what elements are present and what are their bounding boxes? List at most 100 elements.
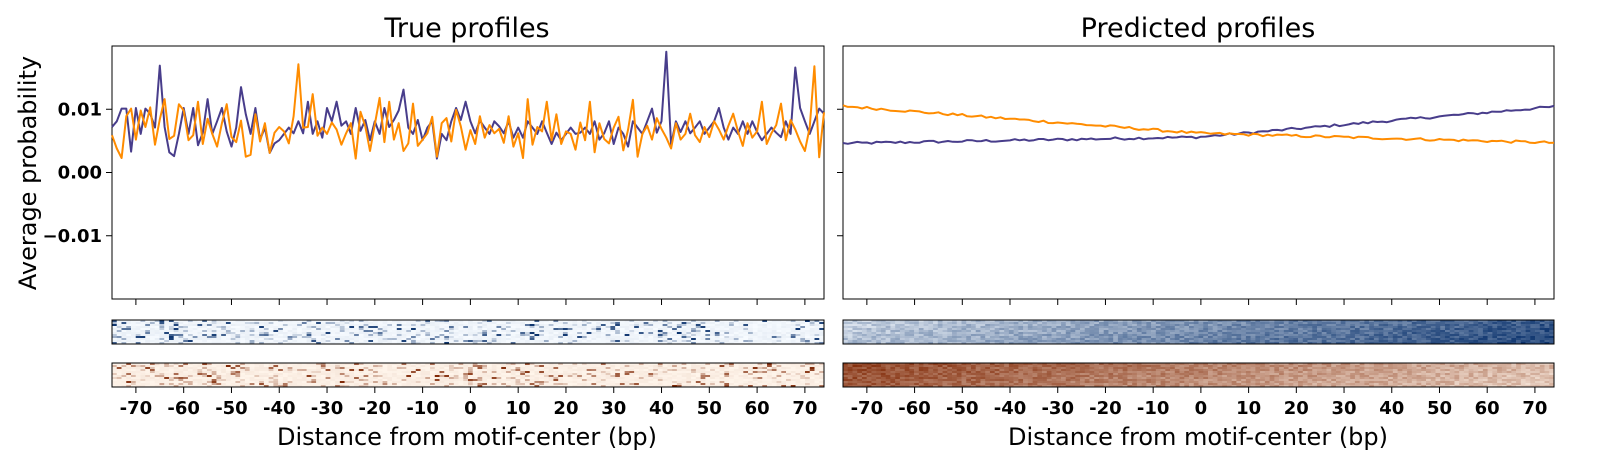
heatmap-cell bbox=[1549, 322, 1555, 325]
heatmap-cell bbox=[430, 367, 436, 370]
heatmap-cell bbox=[752, 336, 758, 339]
heatmap-cell bbox=[572, 373, 578, 376]
heatmap-cell bbox=[748, 369, 754, 372]
heatmap-cell bbox=[1184, 332, 1190, 335]
heatmap-cell bbox=[1539, 328, 1545, 331]
heatmap-cell bbox=[719, 371, 725, 374]
heatmap-cell bbox=[577, 340, 583, 343]
heatmap-cell bbox=[206, 375, 212, 378]
heatmap-cell bbox=[524, 328, 531, 331]
heatmap-cell bbox=[909, 334, 915, 337]
heatmap-cell bbox=[297, 338, 303, 341]
heatmap-cell bbox=[610, 375, 616, 378]
heatmap-cell bbox=[396, 342, 402, 345]
heatmap-cell bbox=[529, 385, 535, 388]
heatmap-cell bbox=[373, 367, 379, 370]
heatmap-cell bbox=[1236, 332, 1242, 335]
heatmap-cell bbox=[259, 334, 265, 337]
heatmap-cell bbox=[752, 322, 758, 325]
heatmap-cell bbox=[543, 377, 549, 380]
heatmap-cell bbox=[586, 338, 592, 341]
heatmap-cell bbox=[1407, 322, 1413, 325]
heatmap-cell bbox=[306, 330, 312, 333]
heatmap-cell bbox=[524, 373, 531, 376]
heatmap-cell bbox=[477, 367, 483, 370]
heatmap-cell bbox=[140, 322, 146, 325]
heatmap-cell bbox=[1027, 326, 1033, 329]
heatmap-cell bbox=[809, 365, 815, 368]
heatmap-cell bbox=[933, 332, 939, 335]
heatmap-cell bbox=[1174, 320, 1180, 323]
heatmap-cell bbox=[809, 338, 815, 341]
heatmap-cell bbox=[202, 379, 208, 382]
heatmap-cell bbox=[387, 334, 393, 337]
heatmap-cell bbox=[420, 367, 426, 370]
heatmap-cell bbox=[1037, 320, 1043, 323]
heatmap-cell bbox=[515, 363, 521, 366]
heatmap-cell bbox=[311, 334, 317, 337]
heatmap-cell bbox=[1098, 322, 1104, 325]
heatmap-cell bbox=[1345, 324, 1351, 327]
heatmap-cell bbox=[273, 320, 279, 323]
heatmap-cell bbox=[1146, 320, 1152, 323]
heatmap-cell bbox=[292, 342, 298, 345]
heatmap-cell bbox=[330, 332, 336, 335]
heatmap-cell bbox=[719, 324, 725, 327]
heatmap-cell bbox=[130, 334, 137, 337]
heatmap-cell bbox=[491, 369, 497, 372]
heatmap-cell bbox=[491, 377, 497, 380]
heatmap-cell bbox=[278, 363, 284, 366]
heatmap-cell bbox=[344, 320, 350, 323]
heatmap-cell bbox=[225, 320, 231, 323]
heatmap-cell bbox=[624, 385, 630, 388]
heatmap-cell bbox=[748, 385, 754, 388]
heatmap-cell bbox=[168, 373, 175, 376]
heatmap-cell bbox=[520, 322, 526, 325]
heatmap-cell bbox=[1084, 326, 1090, 329]
heatmap-cell bbox=[956, 320, 962, 323]
heatmap-cell bbox=[600, 377, 606, 380]
heatmap-cell bbox=[1117, 326, 1123, 329]
heatmap-cell bbox=[738, 326, 744, 329]
heatmap-cell bbox=[396, 320, 402, 323]
heatmap-cell bbox=[619, 322, 625, 325]
heatmap-cell bbox=[1274, 322, 1280, 325]
heatmap-cell bbox=[206, 334, 212, 337]
heatmap-cell bbox=[648, 377, 654, 380]
heatmap-cell bbox=[178, 363, 184, 366]
heatmap-cell bbox=[420, 385, 426, 388]
heatmap-cell bbox=[254, 383, 260, 386]
heatmap-cell bbox=[558, 342, 564, 345]
heatmap-cell bbox=[425, 338, 431, 341]
heatmap-cell bbox=[406, 336, 412, 339]
heatmap-cell bbox=[1288, 322, 1294, 325]
heatmap-cell bbox=[928, 328, 934, 331]
heatmap-cell bbox=[1155, 334, 1161, 337]
heatmap-cell bbox=[543, 322, 549, 325]
heatmap-cell bbox=[928, 322, 934, 325]
heatmap-cell bbox=[306, 367, 312, 370]
heatmap-cell bbox=[368, 336, 374, 339]
heatmap-cell bbox=[387, 365, 393, 368]
heatmap-cell bbox=[278, 365, 284, 368]
heatmap-cell bbox=[1217, 320, 1223, 323]
heatmap-cell bbox=[814, 342, 820, 345]
heatmap-cell bbox=[1482, 332, 1488, 335]
heatmap-cell bbox=[173, 340, 179, 343]
heatmap-cell bbox=[287, 330, 293, 333]
heatmap-cell bbox=[392, 379, 398, 382]
heatmap-cell bbox=[534, 324, 540, 327]
heatmap-cell bbox=[714, 365, 720, 368]
heatmap-cell bbox=[240, 367, 246, 370]
heatmap-cell bbox=[392, 381, 398, 384]
heatmap-cell bbox=[558, 367, 564, 370]
heatmap-cell bbox=[634, 383, 640, 386]
heatmap-cell bbox=[809, 381, 815, 384]
heatmap-cell bbox=[567, 320, 573, 323]
heatmap-cell bbox=[444, 324, 450, 327]
heatmap-cell bbox=[1392, 324, 1398, 327]
heatmap-cell bbox=[885, 320, 891, 323]
heatmap-cell bbox=[581, 336, 587, 339]
heatmap-cell bbox=[1122, 324, 1128, 327]
heatmap-cell bbox=[225, 340, 231, 343]
